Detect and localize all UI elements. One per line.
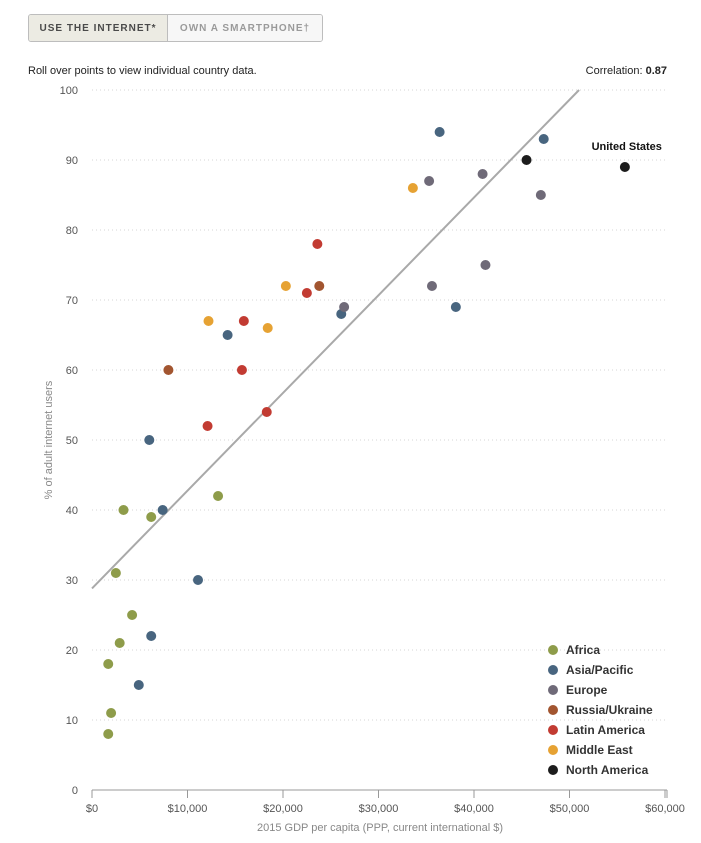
- point-africa-8[interactable]: [213, 491, 224, 501]
- legend-label-europe: Europe: [566, 683, 608, 697]
- x-tick-label-10000: $10,000: [168, 803, 208, 815]
- point-europe-2[interactable]: [480, 260, 491, 270]
- tab-bar: USE THE INTERNET* OWN A SMARTPHONE†: [28, 14, 323, 42]
- annotation-united-states: United States: [592, 141, 662, 153]
- x-tick-label-60000: $60,000: [645, 803, 685, 815]
- data-points[interactable]: [103, 127, 630, 739]
- point-europe-3[interactable]: [424, 176, 435, 186]
- legend-swatch-asia-pacific: [548, 665, 558, 675]
- x-tick-label-0: $0: [86, 803, 98, 815]
- legend-swatch-russia-ukraine: [548, 705, 558, 715]
- x-tick-label-50000: $50,000: [550, 803, 590, 815]
- y-tick-label-50: 50: [66, 435, 78, 447]
- correlation-value: 0.87: [645, 65, 667, 77]
- point-latin-america-3[interactable]: [238, 316, 249, 326]
- point-russia-ukraine-0[interactable]: [163, 365, 174, 375]
- legend-swatch-africa: [548, 645, 558, 655]
- y-tick-label-20: 20: [66, 645, 78, 657]
- y-axis-label: % of adult internet users: [43, 380, 55, 499]
- point-africa-4[interactable]: [127, 610, 138, 620]
- point-asia-pacific-9[interactable]: [538, 134, 549, 144]
- legend-label-north-america: North America: [566, 763, 649, 777]
- y-tick-label-40: 40: [66, 505, 78, 517]
- point-latin-america-5[interactable]: [312, 239, 323, 249]
- legend-label-africa: Africa: [566, 643, 600, 657]
- legend-label-asia-pacific: Asia/Pacific: [566, 663, 634, 677]
- point-north-america-1[interactable]: [619, 162, 630, 172]
- point-africa-2[interactable]: [103, 659, 114, 669]
- trend-line: [91, 89, 580, 590]
- point-latin-america-0[interactable]: [202, 421, 213, 431]
- y-tick-label-80: 80: [66, 225, 78, 237]
- point-latin-america-2[interactable]: [236, 365, 247, 375]
- y-tick-label-10: 10: [66, 715, 78, 727]
- legend-swatch-middle-east: [548, 745, 558, 755]
- point-asia-pacific-7[interactable]: [450, 302, 461, 312]
- y-tick-label-100: 100: [60, 85, 78, 97]
- y-tick-label-60: 60: [66, 365, 78, 377]
- legend-swatch-north-america: [548, 765, 558, 775]
- point-latin-america-1[interactable]: [261, 407, 272, 417]
- x-tick-label-20000: $20,000: [263, 803, 303, 815]
- point-africa-1[interactable]: [106, 708, 117, 718]
- tab-use-the-internet[interactable]: USE THE INTERNET*: [29, 15, 168, 41]
- point-russia-ukraine-1[interactable]: [314, 281, 325, 291]
- point-europe-4[interactable]: [477, 169, 488, 179]
- point-middle-east-2[interactable]: [280, 281, 291, 291]
- point-africa-5[interactable]: [110, 568, 121, 578]
- point-europe-0[interactable]: [339, 302, 350, 312]
- legend-label-latin-america: Latin America: [566, 723, 645, 737]
- point-middle-east-1[interactable]: [262, 323, 273, 333]
- point-asia-pacific-8[interactable]: [434, 127, 445, 137]
- tab-own-a-smartphone[interactable]: OWN A SMARTPHONE†: [168, 15, 322, 41]
- legend: Africa Asia/Pacific Europe Russia/Ukraine La…: [548, 643, 653, 777]
- x-axis-label: 2015 GDP per capita (PPP, current intern…: [257, 822, 503, 834]
- axes: [91, 789, 668, 798]
- legend-swatch-latin-america: [548, 725, 558, 735]
- y-tick-label-70: 70: [66, 295, 78, 307]
- legend-label-middle-east: Middle East: [566, 743, 633, 757]
- point-africa-7[interactable]: [146, 512, 157, 522]
- y-tick-label-30: 30: [66, 575, 78, 587]
- x-tick-label-40000: $40,000: [454, 803, 494, 815]
- point-africa-0[interactable]: [103, 729, 114, 739]
- point-middle-east-0[interactable]: [203, 316, 214, 326]
- point-europe-1[interactable]: [426, 281, 437, 291]
- tick-labels: 0 10 20 30 40 50 60 70 80 90 100 $0 $10,000 $20,000 $3…: [60, 85, 685, 815]
- correlation-label: Correlation:: [585, 65, 643, 77]
- correlation-readout: Correlation: 0.87: [586, 65, 667, 77]
- point-europe-5[interactable]: [535, 190, 546, 200]
- point-asia-pacific-3[interactable]: [157, 505, 168, 515]
- point-asia-pacific-5[interactable]: [222, 330, 233, 340]
- rollover-hint: Roll over points to view individual coun…: [28, 65, 257, 77]
- point-africa-3[interactable]: [114, 638, 125, 648]
- point-asia-pacific-4[interactable]: [144, 435, 155, 445]
- point-asia-pacific-0[interactable]: [133, 680, 144, 690]
- point-asia-pacific-1[interactable]: [146, 631, 157, 641]
- y-tick-label-90: 90: [66, 155, 78, 167]
- legend-swatch-europe: [548, 685, 558, 695]
- point-africa-6[interactable]: [118, 505, 129, 515]
- legend-label-russia-ukraine: Russia/Ukraine: [566, 703, 653, 717]
- gridlines: [92, 89, 667, 721]
- y-tick-label-0: 0: [72, 785, 78, 797]
- point-latin-america-4[interactable]: [301, 288, 312, 298]
- point-asia-pacific-2[interactable]: [193, 575, 204, 585]
- point-middle-east-3[interactable]: [407, 183, 418, 193]
- point-north-america-0[interactable]: [521, 155, 532, 165]
- x-tick-label-30000: $30,000: [359, 803, 399, 815]
